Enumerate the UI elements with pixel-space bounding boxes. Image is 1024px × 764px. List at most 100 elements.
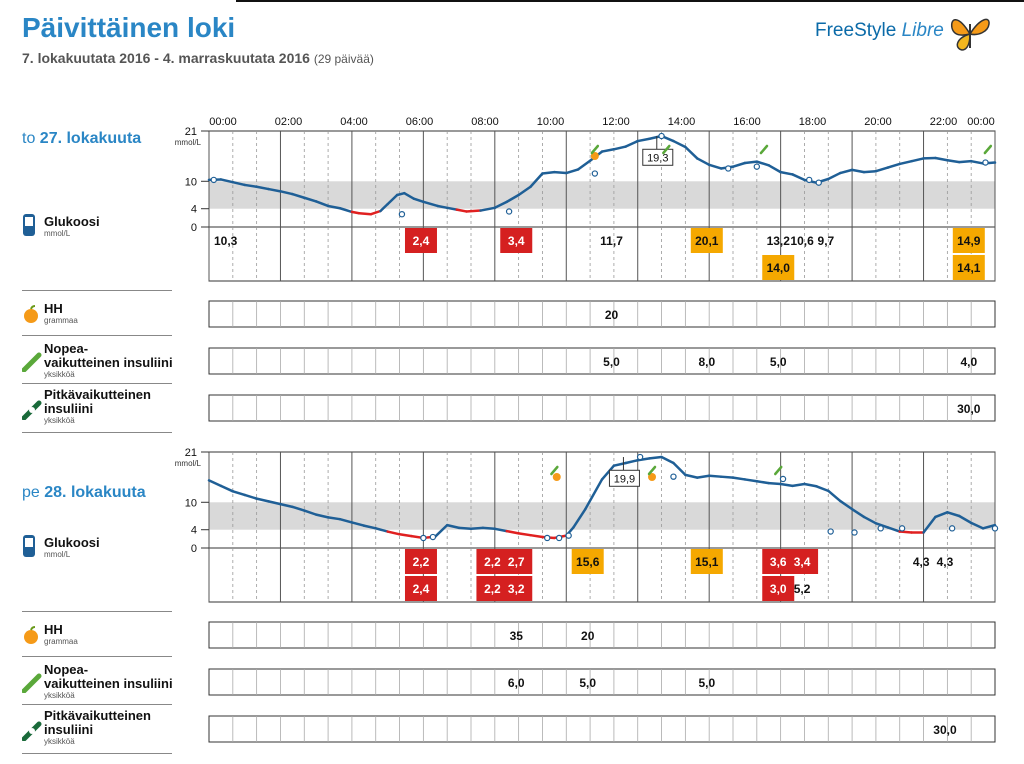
long-insulin-pen-icon xyxy=(22,721,42,741)
y-tick-label: 0 xyxy=(191,543,197,555)
glucose-reading: 14,0 xyxy=(767,261,791,275)
scan-point xyxy=(210,176,217,184)
glucose-curve-segment xyxy=(779,482,794,488)
separator xyxy=(22,656,172,657)
rapid-insulin-value: 5,0 xyxy=(579,676,596,690)
glucose-reading: 11,7 xyxy=(600,234,623,248)
rapid-insulin-marker-icon xyxy=(774,465,783,476)
glucose-unit: mmol/L xyxy=(44,550,71,559)
rapid-label-line2: vaikutteinen insuliini xyxy=(44,676,173,691)
scan-point xyxy=(429,533,437,541)
y-tick-label: 10 xyxy=(185,497,197,509)
reading-cell-bg xyxy=(762,576,795,601)
glucose-curve-segment xyxy=(719,475,735,479)
glucose-reading: 2,2 xyxy=(413,555,430,569)
separator xyxy=(22,290,172,291)
rapid-insulin-marker-icon xyxy=(662,144,671,155)
glucose-curve-segment xyxy=(219,178,235,184)
glucose-curve-segment xyxy=(660,455,675,465)
glucose-curve-segment xyxy=(255,185,270,191)
time-tick-label: 22:00 xyxy=(930,116,958,128)
glucose-curve-segment xyxy=(445,523,461,530)
y-tick-label: 21 xyxy=(185,447,197,459)
glucose-curve-segment xyxy=(874,522,890,529)
glucose-curve-segment xyxy=(303,509,318,516)
glucose-reading: 2,4 xyxy=(413,582,430,596)
glucose-curve-segment xyxy=(969,521,985,530)
separator xyxy=(22,611,172,612)
peak-annotation-value: 19,9 xyxy=(614,473,635,485)
time-tick-label: 14:00 xyxy=(668,116,696,128)
long-label-line2: insuliini xyxy=(44,722,94,737)
glucose-curve-segment xyxy=(755,160,770,167)
scan-point xyxy=(636,453,644,461)
glucose-curve-segment xyxy=(412,197,425,204)
separator xyxy=(22,383,172,384)
carb-apple-icon xyxy=(24,626,38,644)
reading-cell-bg xyxy=(500,228,533,253)
glucose-curve-segment xyxy=(255,497,270,503)
rapid-insulin-marker-icon xyxy=(983,144,993,155)
day-2-prefix: pe xyxy=(22,484,40,501)
rapid-insulin-marker-icon xyxy=(759,144,769,155)
glucose-label-text: Glukoosi xyxy=(44,214,100,229)
reading-cell-bg xyxy=(571,549,604,574)
y-unit-label: mmol/L xyxy=(175,459,202,468)
long-insulin-value: 30,0 xyxy=(957,402,981,416)
time-tick-label: 16:00 xyxy=(733,116,761,128)
glucose-curve-segment xyxy=(934,156,949,162)
glucose-curve-segment xyxy=(684,145,699,160)
reading-cell-bg xyxy=(690,228,723,253)
brand-logo: FreeStyle Libre xyxy=(815,20,944,42)
glucose-curve-segment xyxy=(529,533,544,539)
carbs-label-1: HH grammaa xyxy=(44,302,78,326)
glucose-curve-segment xyxy=(434,523,449,538)
day-1-prefix: to xyxy=(22,130,36,147)
glucose-curve-segment xyxy=(326,516,342,521)
glucose-curve-segment xyxy=(267,500,282,506)
rapid-insulin-value: 4,0 xyxy=(960,355,977,369)
glucose-curve-segment xyxy=(791,173,806,182)
brand-freestyle: FreeStyle xyxy=(815,20,897,41)
glucose-curve-segment xyxy=(827,489,842,503)
glucose-curve-segment xyxy=(838,168,854,175)
glucose-curve-segment xyxy=(481,526,497,531)
glucose-reading: 2,4 xyxy=(413,234,430,248)
glucose-curve-segment xyxy=(338,207,354,214)
scan-point xyxy=(898,525,906,532)
target-range-band xyxy=(209,181,995,209)
glucose-curve-segment xyxy=(455,208,468,213)
glucose-curve-segment xyxy=(457,526,473,531)
long-insulin-row-frame xyxy=(208,394,996,422)
glucose-curve-segment xyxy=(553,170,568,175)
glucose-curve-segment xyxy=(219,484,235,493)
glucose-curve-segment xyxy=(958,159,973,164)
carbs-row-frame xyxy=(208,621,996,649)
glucose-curve-segment xyxy=(517,185,532,197)
glucose-curve-segment xyxy=(436,204,449,210)
carb-marker-icon xyxy=(590,152,599,160)
scan-point xyxy=(851,529,858,536)
glucose-reading: 13,2 xyxy=(767,234,791,248)
glucose-curve-segment xyxy=(779,170,794,176)
glucose-curve-segment xyxy=(207,479,223,488)
glucose-curve-segment xyxy=(755,480,770,485)
time-tick-label: 06:00 xyxy=(406,116,434,128)
glucose-reading: 3,4 xyxy=(508,234,525,248)
glucose-unit: mmol/L xyxy=(44,229,71,238)
scan-point xyxy=(991,525,999,532)
carbs-label-2: HH grammaa xyxy=(44,623,78,647)
glucose-reading: 15,1 xyxy=(695,555,719,569)
day-count: (29 päivää) xyxy=(313,52,374,66)
glucose-curve-segment xyxy=(731,476,747,481)
glucose-curve-segment xyxy=(672,139,687,149)
glucose-meter-icon xyxy=(23,214,35,236)
glucose-curve-segment xyxy=(910,157,925,163)
carb-marker-icon xyxy=(552,473,561,481)
glucose-curve-segment xyxy=(672,461,687,477)
glucose-curve-segment xyxy=(386,193,399,206)
reading-cell-bg xyxy=(952,228,985,253)
glucose-curve-segment xyxy=(922,515,937,534)
glucose-reading: 14,1 xyxy=(957,261,981,275)
